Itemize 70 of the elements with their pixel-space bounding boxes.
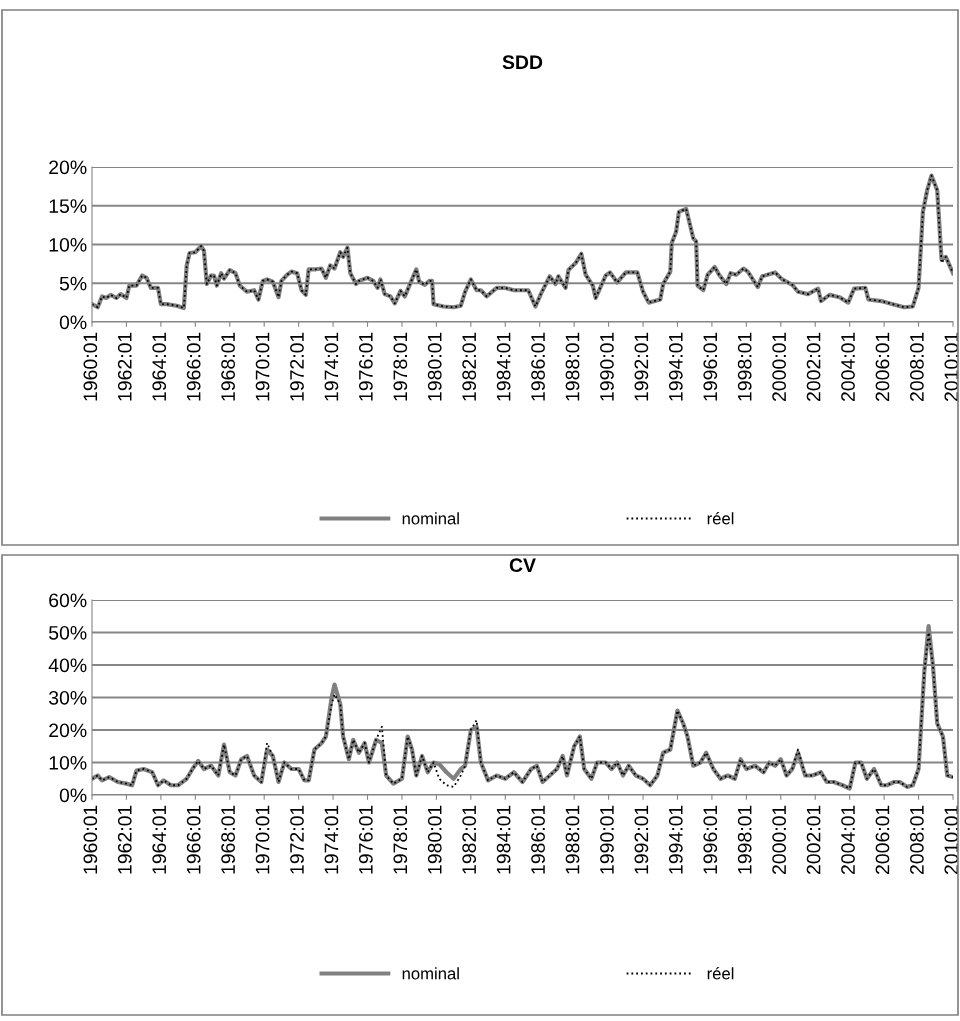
- x-tick-label: 1988:01: [565, 332, 580, 401]
- x-tick-label: 1984:01: [496, 332, 511, 401]
- x-tick-label: 1996:01: [703, 805, 718, 874]
- x-tick-label: 1976:01: [358, 805, 373, 874]
- y-tick-label: 5%: [59, 276, 87, 291]
- y-tick-label: 10%: [49, 755, 87, 770]
- y-tick-label: 0%: [59, 788, 87, 803]
- x-tick-label: 1964:01: [152, 805, 167, 874]
- y-tick-label: 50%: [49, 625, 87, 640]
- x-tick-label: 1994:01: [668, 332, 683, 401]
- y-tick-label: 60%: [49, 593, 87, 608]
- x-tick-label: 1990:01: [600, 805, 614, 874]
- x-tick-label: 1992:01: [634, 805, 649, 874]
- x-tick-label: 1988:01: [565, 805, 580, 874]
- x-tick-label: 2000:01: [772, 805, 787, 875]
- x-tick-label: 1962:01: [117, 805, 132, 874]
- x-tick-label: 1990:01: [600, 332, 614, 401]
- x-tick-label: 1998:01: [737, 332, 752, 401]
- x-tick-label: 1976:01: [358, 332, 373, 401]
- x-tick-label: 1970:01: [255, 332, 270, 401]
- x-tick-label: 1992:01: [634, 332, 649, 401]
- x-tick-label: 1978:01: [393, 805, 408, 874]
- x-tick-label: 1984:01: [496, 805, 511, 874]
- x-tick-label: 1994:01: [668, 805, 683, 874]
- x-tick-label: 2004:01: [841, 332, 855, 402]
- y-tick-label: 0%: [59, 315, 87, 330]
- y-tick-label: 40%: [48, 658, 87, 673]
- y-tick-label: 20%: [49, 723, 87, 738]
- x-tick-label: 1978:01: [393, 332, 408, 401]
- x-tick-label: 1980:01: [427, 805, 442, 874]
- x-tick-label: 2008:01: [910, 805, 924, 875]
- x-tick-label: 2002:01: [806, 332, 821, 402]
- x-tick-label: 2006:01: [875, 805, 890, 875]
- x-tick-label: 2010:01: [944, 332, 959, 402]
- x-tick-label: 1996:01: [703, 332, 718, 401]
- x-tick-label: 1982:01: [462, 805, 477, 874]
- legend-label: nominal: [402, 512, 459, 525]
- y-tick-label: 10%: [49, 237, 87, 252]
- x-tick-label: 1966:01: [186, 332, 201, 401]
- x-tick-label: 2002:01: [806, 805, 821, 875]
- y-tick-label: 15%: [49, 199, 87, 213]
- y-tick-label: 20%: [49, 160, 87, 175]
- x-tick-label: 1968:01: [221, 805, 235, 874]
- legend-label: nominal: [402, 967, 459, 980]
- y-tick-label: 30%: [48, 690, 87, 705]
- x-tick-label: 1960:01: [83, 332, 98, 401]
- x-tick-label: 1966:01: [186, 805, 201, 874]
- x-tick-label: 1970:01: [255, 805, 270, 874]
- legend-label: réel: [707, 967, 734, 980]
- legend-label: réel: [707, 512, 734, 525]
- x-tick-label: 1974:01: [324, 805, 339, 874]
- x-tick-label: 1974:01: [324, 332, 339, 401]
- x-tick-label: 1962:01: [117, 332, 132, 401]
- chart-title: SDD: [502, 55, 543, 70]
- x-tick-label: 2010:01: [944, 805, 959, 875]
- x-tick-label: 1998:01: [737, 805, 752, 874]
- x-tick-label: 1972:01: [290, 332, 304, 401]
- x-tick-label: 1968:01: [221, 332, 235, 401]
- x-tick-label: 1964:01: [152, 332, 167, 401]
- x-tick-label: 2008:01: [910, 332, 924, 402]
- x-tick-label: 1972:01: [290, 805, 304, 874]
- chart-title: CV: [509, 558, 536, 573]
- x-tick-label: 2004:01: [841, 805, 855, 875]
- x-tick-label: 1960:01: [83, 805, 98, 874]
- x-tick-label: 1980:01: [427, 332, 442, 401]
- x-tick-label: 2006:01: [875, 332, 890, 402]
- x-tick-label: 1986:01: [531, 805, 545, 874]
- x-tick-label: 1982:01: [462, 332, 477, 401]
- x-tick-label: 2000:01: [772, 332, 787, 402]
- x-tick-label: 1986:01: [531, 332, 545, 401]
